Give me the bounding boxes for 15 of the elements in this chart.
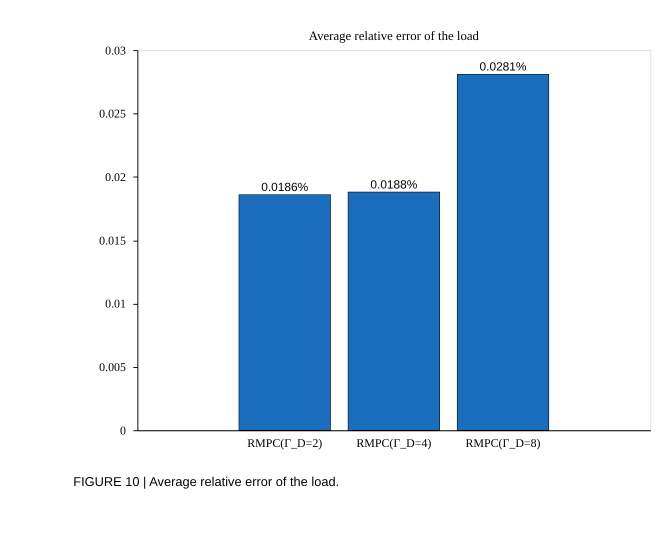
data-label: 0.0186% bbox=[261, 180, 309, 194]
x-tick-label: RMPC(Γ_D=4) bbox=[356, 436, 432, 450]
data-label: 0.0188% bbox=[370, 177, 418, 192]
y-tick-label: 0 bbox=[120, 423, 126, 438]
chart-title: Average relative error of the load bbox=[308, 29, 480, 44]
y-tick-label: 0.005 bbox=[99, 360, 126, 374]
y-tick-label: 0.025 bbox=[99, 106, 126, 121]
caption: FIGURE 10 | Average relative error of the load. bbox=[73, 474, 340, 490]
y-tick-label: 0.015 bbox=[99, 233, 126, 248]
x-tick-label: RMPC(Γ_D=2) bbox=[247, 436, 322, 450]
data-label: 0.0281% bbox=[480, 60, 527, 74]
y-tick-label: 0.01 bbox=[105, 296, 126, 311]
y-tick-label: 0.02 bbox=[105, 170, 126, 184]
y-tick-label: 0.03 bbox=[105, 43, 126, 58]
x-tick-label: RMPC(Γ_D=8) bbox=[465, 436, 541, 450]
